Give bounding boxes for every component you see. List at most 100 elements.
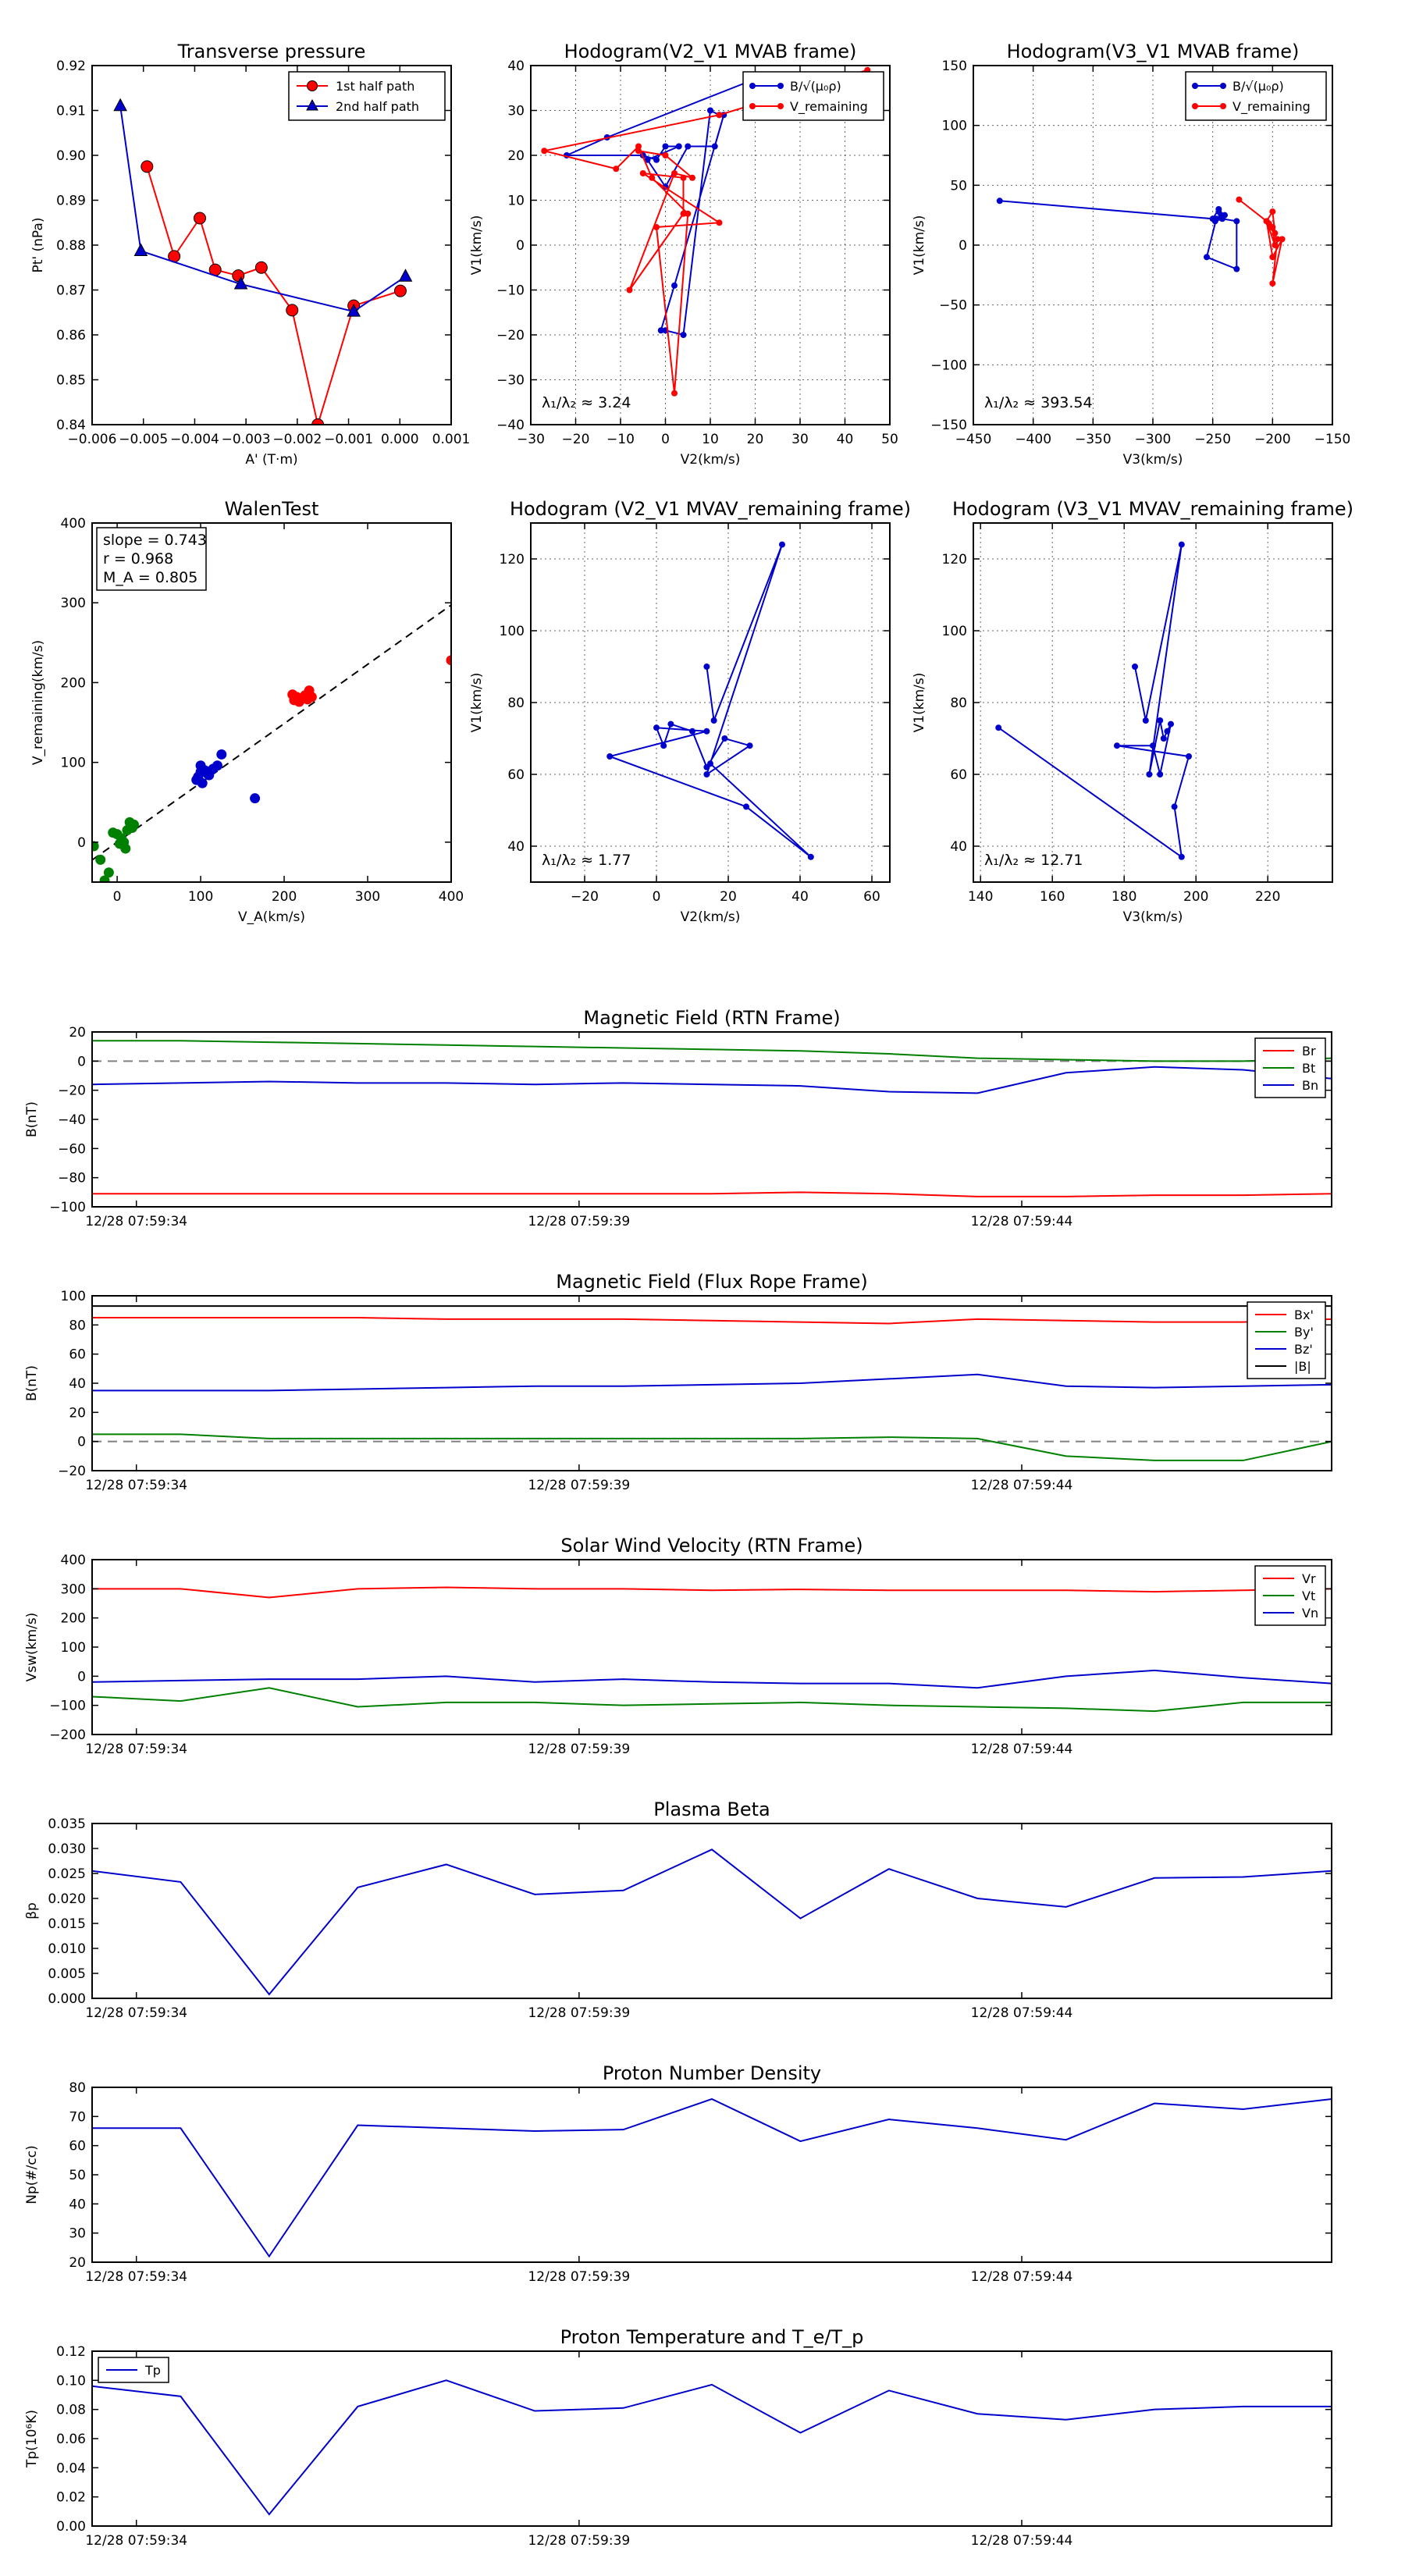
y-tick-label: −40	[58, 1112, 86, 1128]
chart-title: Plasma Beta	[653, 1799, 770, 1820]
x-tick-label: 12/28 07:59:34	[85, 2533, 187, 2549]
y-tick-label: 100	[61, 756, 86, 771]
y-tick-label: 40	[950, 839, 967, 855]
y-tick-label: 300	[61, 596, 86, 611]
chart-tp: −0.006 −0.005 −0.004 −0.003 −0.002 −0.001 0.00…	[30, 41, 470, 468]
y-tick-label: 300	[61, 1582, 86, 1597]
chart-title: Magnetic Field (Flux Rope Frame)	[556, 1271, 867, 1293]
x-tick-label: 100	[188, 889, 213, 905]
y-tick-label: −100	[930, 358, 967, 373]
y-axis-label: V1(km/s)	[912, 215, 927, 276]
y-axis-label: V1(km/s)	[469, 673, 485, 733]
y-tick-label: 80	[950, 696, 967, 711]
legend: 1st half path 2nd half path	[288, 71, 446, 121]
y-tick-label: −150	[930, 418, 967, 433]
y-tick-label: 0.08	[56, 2403, 86, 2418]
series-point-1	[653, 724, 660, 731]
y-tick-label: 30	[507, 104, 525, 119]
scatter-point-Vn	[103, 867, 114, 878]
y-axis-label: βp	[24, 1902, 40, 1920]
legend-label: Bt	[1302, 1061, 1315, 1076]
y-axis-label: Pt' (nPa)	[30, 218, 46, 273]
plot-area	[92, 1586, 1332, 1713]
y-tick-label: 0	[959, 238, 967, 254]
x-axis-label: V2(km/s)	[681, 909, 741, 925]
series-point-1	[689, 728, 695, 735]
legend-marker	[1220, 103, 1226, 109]
series-point-1	[685, 143, 692, 150]
y-tick-label: −50	[939, 298, 967, 314]
x-tick-label: 40	[837, 432, 854, 447]
legend-label: V_remaining	[1232, 99, 1311, 115]
scatter-point-Vn	[108, 827, 119, 838]
scatter-point-Vn	[95, 854, 106, 865]
scatter-point-Vt	[250, 793, 261, 804]
x-tick-label: 140	[968, 889, 993, 905]
series-point-2	[716, 219, 723, 226]
y-tick-label: −20	[496, 328, 525, 343]
series-point-2	[685, 210, 692, 217]
y-tick-label: −20	[58, 1464, 86, 1479]
legend-marker	[1192, 103, 1198, 109]
y-axis-label: V1(km/s)	[469, 215, 485, 276]
legend: Br Bt Bn	[1254, 1037, 1326, 1098]
chart-beta: 12/28 07:59:34 12/28 07:59:39 12/28 07:59:…	[24, 1799, 1332, 2021]
legend: Vr Vt Vn	[1254, 1565, 1326, 1626]
y-tick-label: 0.12	[56, 2344, 86, 2360]
series-point-2	[1279, 236, 1286, 243]
chart-h4: 140 160 180 200 220 40 60 80 100 120 Hodogram (V3_…	[912, 498, 1353, 925]
y-axis-label: V1(km/s)	[912, 673, 927, 733]
scatter-point-Vt	[216, 749, 227, 760]
y-axis-label: Vsw(km/s)	[24, 1613, 40, 1682]
series-point-1	[194, 212, 206, 225]
y-tick-label: 60	[69, 1347, 86, 1363]
series-point-2	[649, 174, 656, 181]
scatter-point-Vn	[128, 819, 139, 830]
y-tick-label: −60	[58, 1141, 86, 1157]
y-tick-label: 400	[61, 1553, 86, 1568]
series-line-Np	[92, 2097, 1332, 2258]
legend-label: Br	[1302, 1044, 1316, 1059]
y-tick-label: 30	[69, 2226, 86, 2242]
legend: B/√(μ₀ρ) V_remaining	[742, 71, 884, 121]
y-tick-label: 0.87	[56, 283, 86, 299]
legend-label: B/√(μ₀ρ)	[1232, 79, 1284, 94]
x-tick-label: 220	[1255, 889, 1280, 905]
legend-label: V_remaining	[790, 99, 868, 115]
y-tick-label: 0.035	[48, 1816, 86, 1832]
chart-title: Hodogram (V3_V1 MVAV_remaining frame)	[952, 498, 1353, 520]
series-point-1	[675, 143, 682, 150]
series-point-1	[1160, 735, 1167, 742]
x-tick-label: −150	[1314, 432, 1351, 447]
scatter-point-Vn	[114, 838, 125, 849]
y-tick-label: −40	[496, 418, 525, 433]
y-axis-label: Tp(10⁶K)	[24, 2410, 40, 2468]
y-tick-label: 0.015	[48, 1916, 86, 1932]
y-tick-label: 0	[77, 1669, 86, 1685]
chart-vel: 12/28 07:59:34 12/28 07:59:39 12/28 07:59:…	[24, 1535, 1332, 1757]
legend-label: Bz'	[1294, 1342, 1313, 1357]
y-tick-label: −10	[496, 283, 525, 299]
series-point-1	[1213, 215, 1220, 222]
x-tick-label: −400	[1015, 432, 1051, 447]
chart-h1: −30 −20 −10 0 10 20 30 40 50−40−30−20−1001020304…	[469, 41, 898, 468]
x-tick-label: −0.004	[170, 432, 219, 447]
series-line-Vn	[92, 1669, 1332, 1689]
series-line-beta	[92, 1848, 1332, 1996]
x-tick-label: 60	[863, 889, 880, 905]
x-tick-label: 0.001	[432, 432, 471, 447]
series-point-2	[662, 152, 669, 158]
legend-label: Vn	[1302, 1606, 1318, 1621]
x-tick-label: 12/28 07:59:39	[528, 1478, 630, 1493]
y-axis-label: Np(#/cc)	[24, 2145, 40, 2204]
series-point-1	[807, 853, 814, 860]
series-point-2	[613, 165, 620, 173]
y-tick-label: 0	[77, 835, 86, 851]
legend-marker	[749, 83, 756, 89]
x-tick-label: 30	[791, 432, 809, 447]
series-line-Vr	[92, 1586, 1332, 1599]
series-point-1	[1171, 803, 1178, 810]
y-tick-label: 100	[500, 624, 525, 639]
series-point-1	[995, 724, 1002, 731]
y-tick-label: −100	[49, 1200, 86, 1215]
